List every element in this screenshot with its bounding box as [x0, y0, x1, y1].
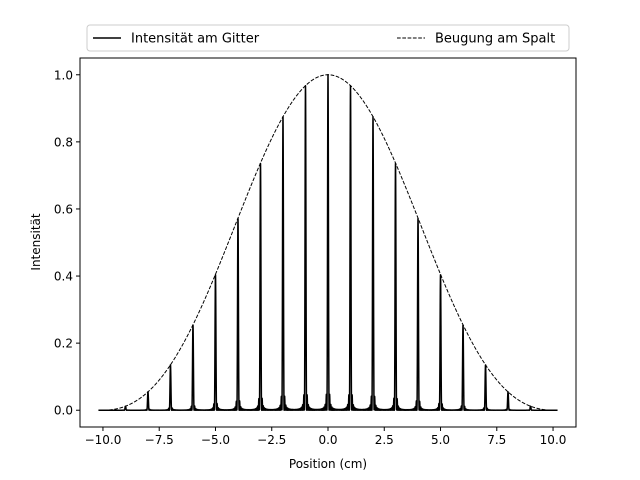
series-line-slit-diffraction [98, 74, 558, 411]
y-tick-label: 0.0 [54, 404, 73, 418]
x-tick-label: 0.0 [318, 433, 337, 447]
y-tick-label: 1.0 [54, 68, 73, 82]
x-tick-label: 10.0 [540, 433, 567, 447]
y-tick-label: 0.4 [54, 270, 73, 284]
x-axis-title: Position (cm) [289, 457, 367, 471]
x-tick-label: −10.0 [85, 433, 122, 447]
legend: Intensität am Gitter Beugung am Spalt [86, 24, 570, 52]
x-tick-label: −5.0 [201, 433, 230, 447]
x-tick-label: 7.5 [487, 433, 506, 447]
y-axis-title: Intensität [29, 213, 43, 270]
y-axis: 0.0 0.2 0.4 0.6 0.8 1.0 [54, 68, 80, 418]
plot-area [97, 74, 559, 411]
y-tick-label: 0.8 [54, 135, 73, 149]
y-tick-label: 0.2 [54, 337, 73, 351]
legend-frame [86, 24, 570, 52]
x-tick-label: −7.5 [145, 433, 174, 447]
y-tick-label: 0.6 [54, 202, 73, 216]
legend-label-grating: Intensität am Gitter [131, 32, 260, 47]
x-tick-label: −2.5 [257, 433, 286, 447]
x-axis: −10.0 −7.5 −5.0 −2.5 0.0 2.5 5.0 7.5 10.0 [85, 427, 567, 447]
legend-label-slit: Beugung am Spalt [435, 32, 555, 47]
x-tick-label: 5.0 [431, 433, 450, 447]
x-tick-label: 2.5 [375, 433, 394, 447]
